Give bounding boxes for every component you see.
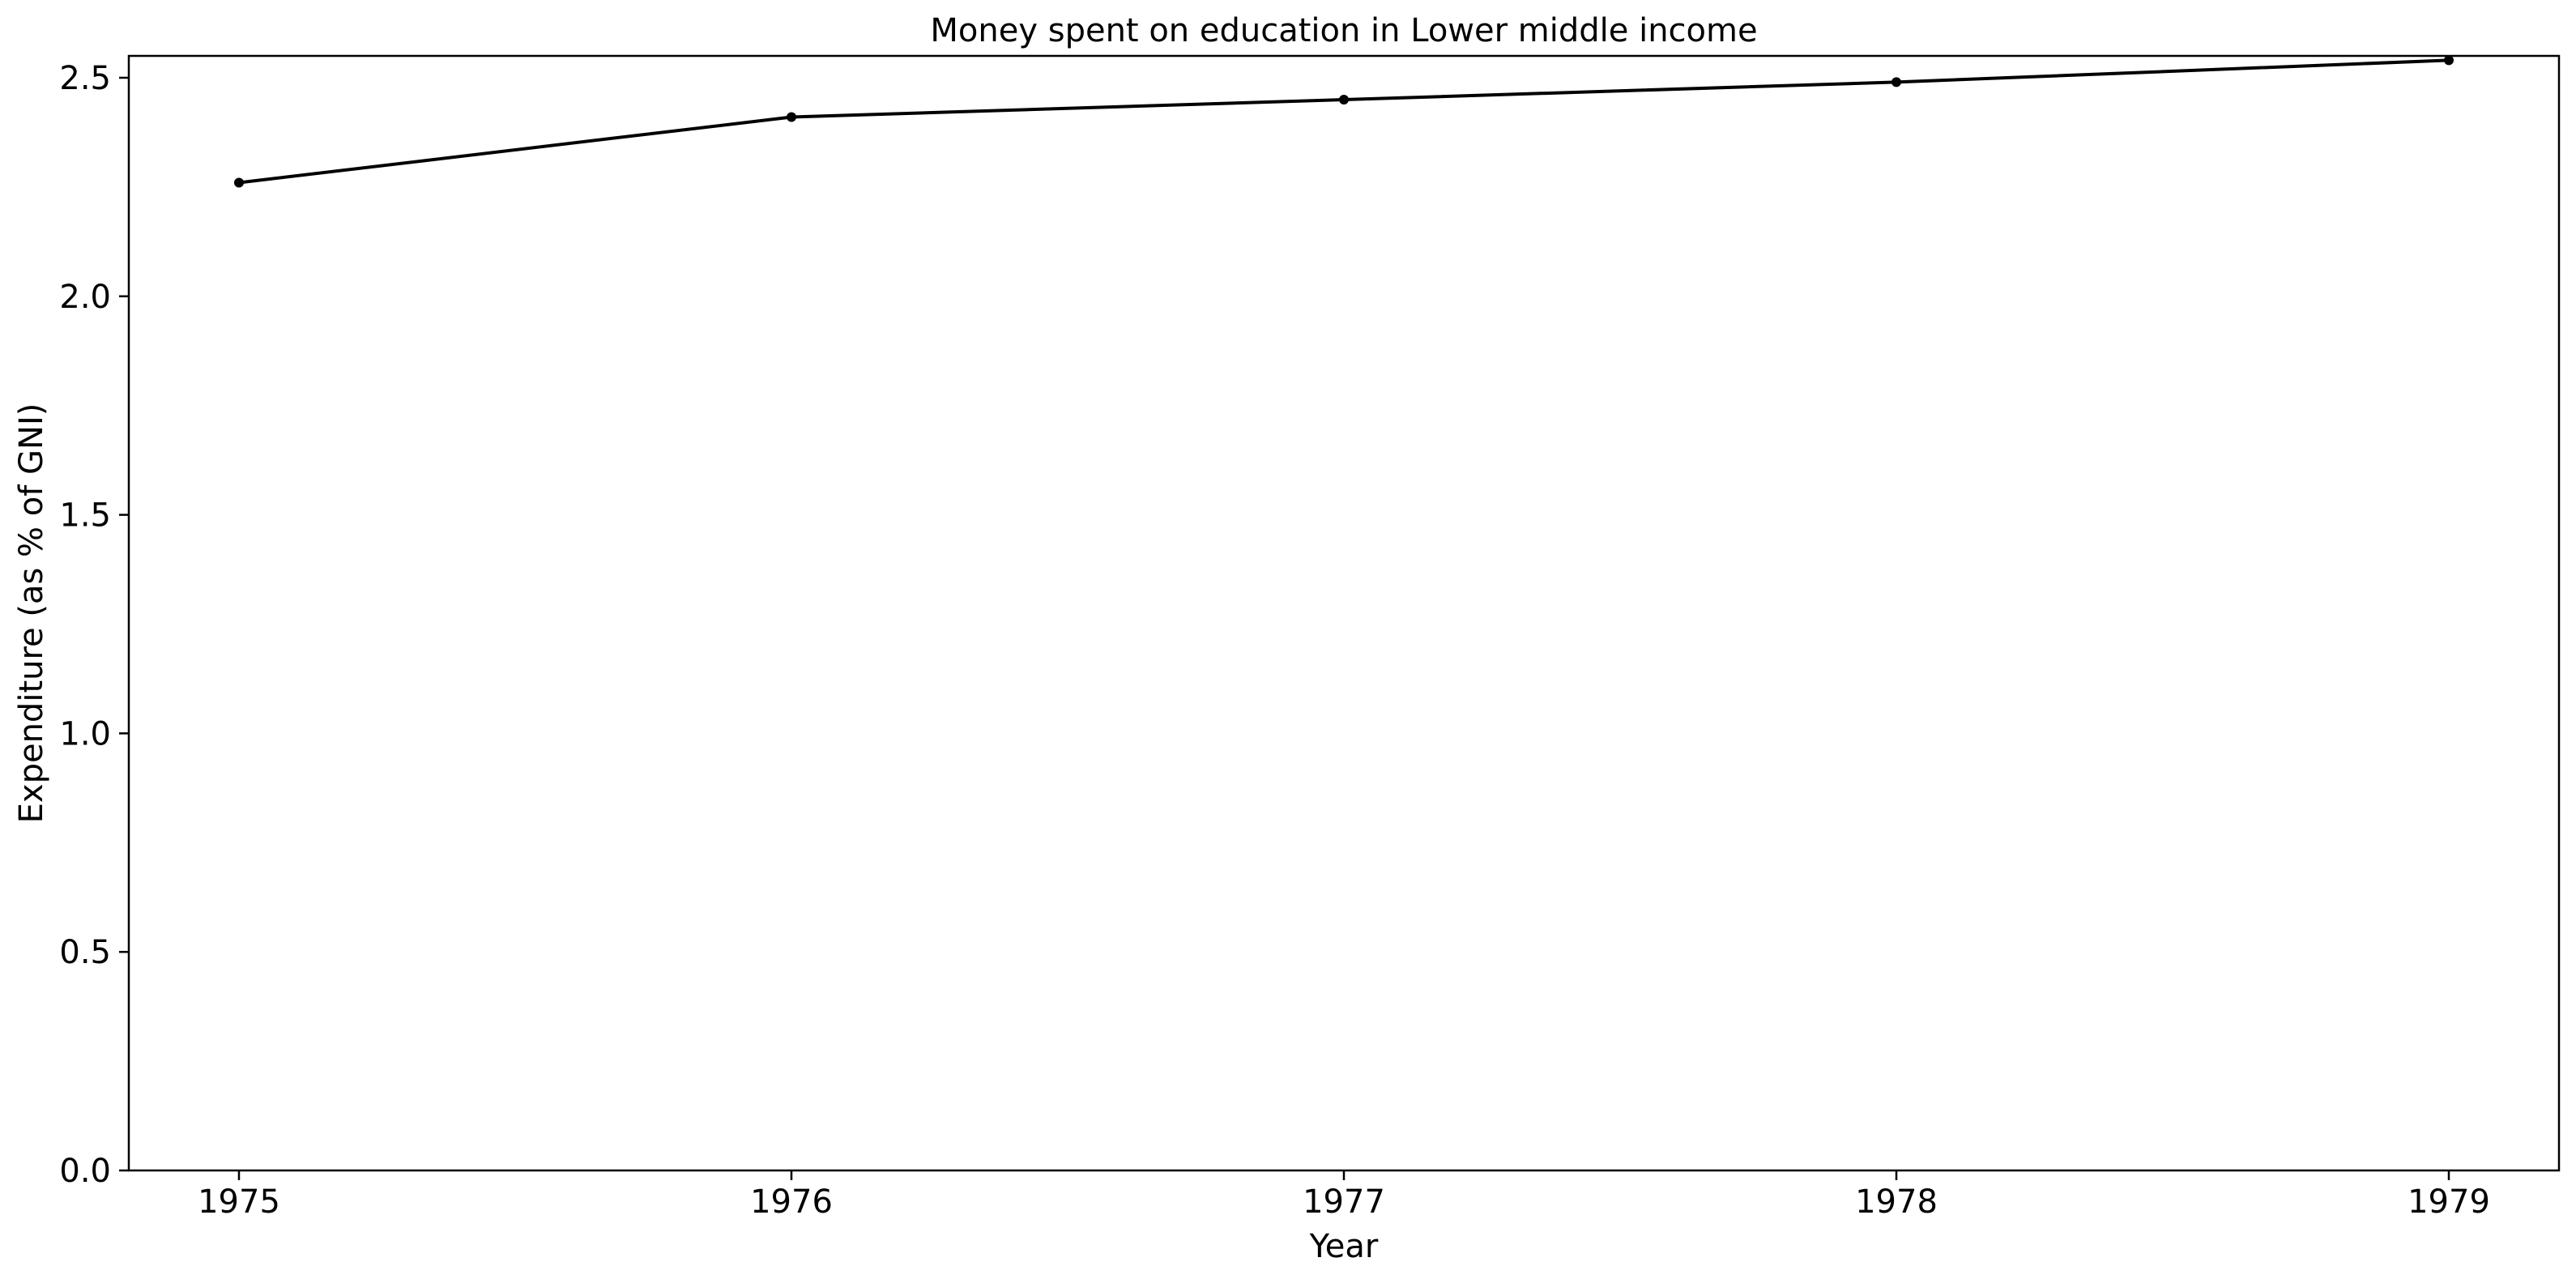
x-tick-label: 1976: [750, 1183, 833, 1221]
y-tick-label: 0.5: [59, 934, 111, 971]
x-tick-label: 1977: [1303, 1183, 1385, 1221]
x-tick-label: 1978: [1855, 1183, 1938, 1221]
x-axis-ticks: 1975 1976 1977 1978 1979: [198, 1170, 2490, 1221]
series-markers: [234, 55, 2454, 188]
x-tick-label: 1979: [2408, 1183, 2490, 1221]
y-tick-label: 1.0: [59, 715, 111, 752]
plot-frame: [127, 54, 2561, 1172]
data-point-marker: [1891, 77, 1901, 87]
data-point-marker: [2444, 55, 2454, 66]
y-tick-label: 1.5: [59, 497, 111, 535]
y-tick-label: 2.0: [59, 279, 111, 316]
data-point-marker: [234, 177, 244, 188]
data-point-marker: [787, 112, 796, 122]
y-tick-label: 2.5: [59, 60, 111, 97]
x-tick-label: 1975: [198, 1183, 280, 1221]
y-axis-ticks: 0.0 0.5 1.0 1.5 2.0 2.5: [59, 60, 129, 1190]
chart-title: Money spent on education in Lower middle…: [930, 12, 1757, 49]
y-axis-label: Expenditure (as % of GNI): [13, 403, 50, 824]
y-tick-label: 0.0: [59, 1153, 111, 1190]
data-point-marker: [1339, 94, 1349, 104]
x-axis-label: Year: [1309, 1228, 1379, 1265]
